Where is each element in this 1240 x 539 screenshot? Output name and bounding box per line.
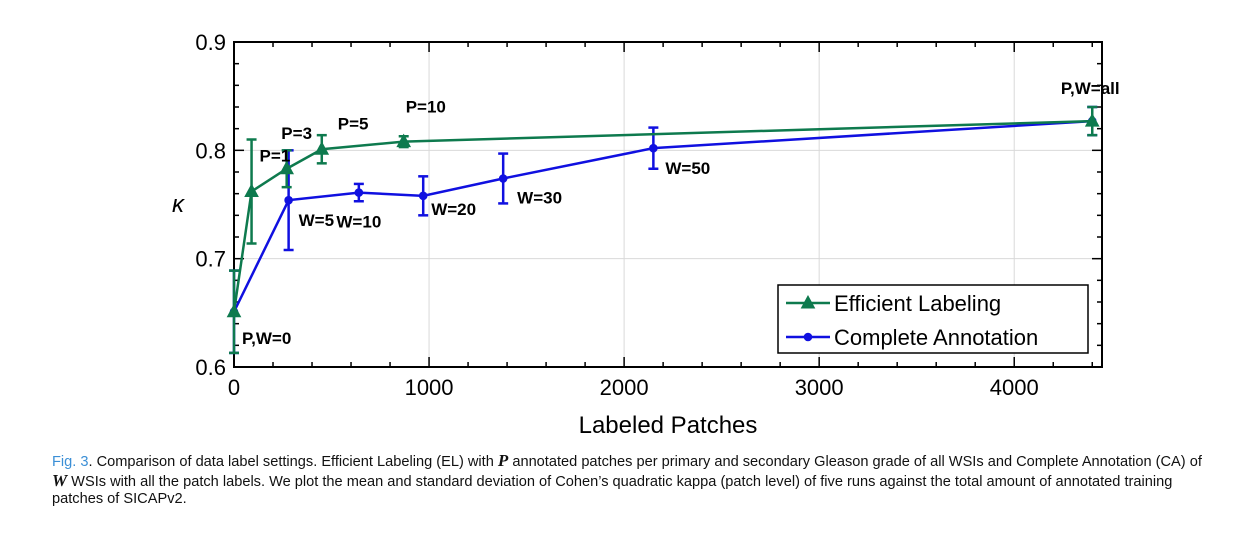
- annotation-1: P=1: [260, 147, 291, 166]
- annotation-5: P,W=all: [1061, 79, 1120, 98]
- x-tick-label-3: 3000: [795, 375, 844, 400]
- y-axis-label: κ: [172, 191, 186, 218]
- y-tick-label-1: 0.7: [195, 247, 226, 272]
- legend-label-0: Efficient Labeling: [834, 291, 1001, 316]
- axes: 0 1000 2000 3000 4000 0.6 0.7 0.8 0.9 Labeled Pat…: [172, 30, 1103, 439]
- y-tick-label-0: 0.6: [195, 355, 226, 380]
- annotation-4: P=10: [406, 98, 446, 117]
- annotation-8: W=20: [431, 200, 476, 219]
- figure-label: Fig. 3: [52, 454, 89, 470]
- annotation-0: P,W=0: [242, 329, 291, 348]
- x-tick-label-4: 4000: [990, 375, 1039, 400]
- series-0-point-4: [396, 133, 412, 148]
- series: [226, 105, 1100, 355]
- annotations: P,W=0 P=1 P=3 P=5 P=10 P,W=all W=5 W=10 W=20 W=30…: [242, 79, 1120, 348]
- series-0: [226, 105, 1100, 355]
- annotation-2: P=3: [281, 124, 312, 143]
- legend-label-1: Complete Annotation: [834, 325, 1038, 350]
- x-tick-label-2: 2000: [600, 375, 649, 400]
- figure-caption: Fig. 3. Comparison of data label setting…: [52, 452, 1202, 509]
- x-axis-label: Labeled Patches: [579, 412, 758, 439]
- legend-marker-0: [800, 294, 816, 309]
- caption-var-w: W: [52, 470, 68, 490]
- x-tick-label-0: 0: [228, 375, 240, 400]
- y-tick-label-3: 0.9: [195, 30, 226, 55]
- legend-marker-1: [803, 332, 813, 342]
- y-tick-label-2: 0.8: [195, 138, 226, 163]
- legend-box: [777, 284, 1089, 354]
- caption-text-2: annotated patches per primary and second…: [508, 454, 1202, 470]
- series-0-line: [232, 119, 1093, 312]
- annotation-7: W=10: [336, 213, 381, 232]
- chart: 0 1000 2000 3000 4000 0.6 0.7 0.8 0.9 Labeled Pat…: [172, 30, 1120, 439]
- series-0-point-3: [314, 141, 330, 155]
- series-1-point-1: [284, 195, 293, 205]
- series-0-point-0: [226, 303, 242, 318]
- series-1-point-3: [418, 191, 428, 201]
- caption-text-3: WSIs with all the patch labels. We plot …: [52, 473, 1173, 508]
- plot-frame: [233, 41, 1103, 368]
- legend: Efficient Labeling Complete Annotation: [777, 284, 1089, 354]
- series-1-point-5: [649, 143, 658, 153]
- annotation-9: W=30: [517, 189, 562, 208]
- grid: [234, 42, 1102, 367]
- series-0-point-1: [244, 183, 259, 197]
- caption-text-1: . Comparison of data label settings. Eff…: [88, 454, 498, 470]
- series-0-point-2: [279, 160, 295, 175]
- series-0-point-5: [1084, 113, 1100, 127]
- annotation-10: W=50: [665, 159, 710, 178]
- x-tick-label-1: 1000: [405, 375, 454, 400]
- series-1-point-4: [498, 174, 508, 183]
- series-1-point-2: [354, 188, 364, 197]
- annotation-6: W=5: [299, 211, 334, 230]
- caption-var-p: P: [497, 451, 509, 470]
- annotation-3: P=5: [338, 114, 369, 133]
